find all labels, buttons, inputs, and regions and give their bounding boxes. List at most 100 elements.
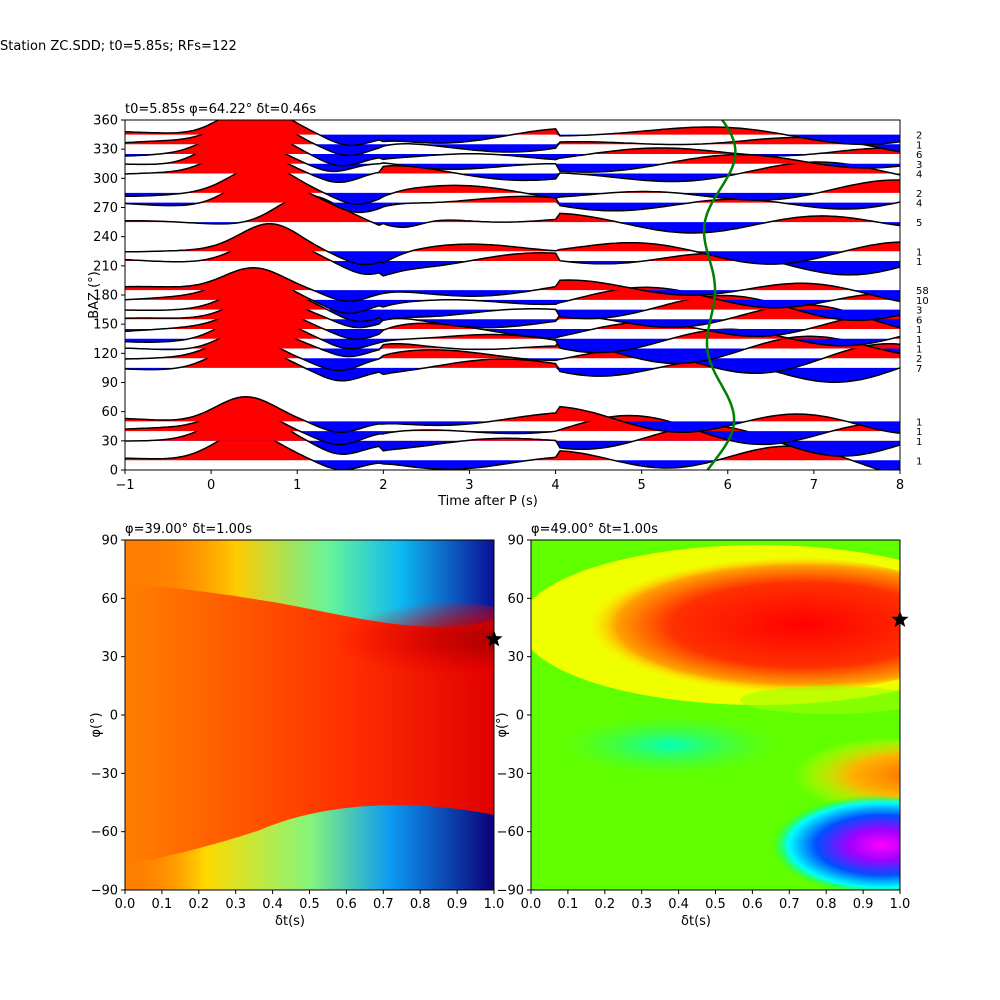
x-tick-label: 0.3 — [631, 897, 652, 912]
y-tick-label: −30 — [91, 767, 118, 782]
bottom-right-panel: φ=49.00° δt=1.00s 0.0 0.1 0.2 0.3 0.4 0.5 0.6 0… — [495, 522, 911, 929]
trace-count-label: 1 — [916, 344, 922, 355]
trace-negative-fill — [125, 144, 900, 156]
trace-line — [125, 194, 900, 234]
x-tick-label: 3 — [465, 478, 473, 493]
y-tick-label: 240 — [93, 230, 118, 245]
y-tick-label: 120 — [93, 347, 118, 362]
trace-positive-fill — [125, 120, 900, 135]
x-tick-label: 0.7 — [373, 897, 394, 912]
y-tick-label: 60 — [507, 592, 524, 607]
y-tick-label: −60 — [91, 825, 118, 840]
x-tick-label: 0.3 — [225, 897, 246, 912]
x-tick-label: 0.1 — [152, 897, 173, 912]
top-plot-area — [125, 120, 900, 470]
trace-count-label: 3 — [916, 160, 922, 171]
x-tick-label: 0.1 — [558, 897, 579, 912]
trace-count-label: 1 — [916, 456, 922, 467]
x-tick-label: 0.2 — [188, 897, 209, 912]
x-tick-label: 8 — [896, 478, 904, 493]
top-x-axis: −1 0 1 2 3 4 5 6 7 8 — [115, 470, 904, 493]
bottom-left-panel: φ=39.00° δt=1.00s 0.0 0.1 0.2 0.3 0.4 0.5 0.6 0… — [89, 522, 504, 929]
top-y-axis: 0 30 60 90 120 150 180 210 240 270 300 330 360 — [93, 114, 125, 479]
x-tick-label: −1 — [115, 478, 134, 493]
trace-count-label: 2 — [916, 189, 922, 200]
trace-negative-fill — [125, 260, 900, 276]
y-tick-label: 150 — [93, 318, 118, 333]
x-tick-label: 0.9 — [853, 897, 874, 912]
y-tick-label: 330 — [93, 143, 118, 158]
trace-line — [125, 395, 900, 435]
x-tick-label: 1.0 — [890, 897, 911, 912]
y-tick-label: 270 — [93, 201, 118, 216]
bottom-right-title: φ=49.00° δt=1.00s — [531, 522, 658, 537]
bottom-left-title: φ=39.00° δt=1.00s — [125, 522, 252, 537]
trace-negative-fill — [125, 431, 900, 445]
bottom-right-ylabel: φ(°) — [495, 712, 510, 737]
y-tick-label: −60 — [497, 825, 524, 840]
trace-negative-fill — [125, 134, 900, 146]
trace-positive-fill — [125, 267, 900, 291]
top-panel: t0=5.85s φ=64.22° δt=0.46s −1 0 1 2 3 4 5 6 7 8 0… — [87, 102, 929, 509]
x-tick-label: 0.4 — [262, 897, 283, 912]
top-title: t0=5.85s φ=64.22° δt=0.46s — [125, 102, 316, 117]
trace-count-label: 2 — [916, 354, 922, 365]
x-tick-label: 0.5 — [705, 897, 726, 912]
y-tick-label: −90 — [497, 884, 524, 899]
y-tick-label: −30 — [497, 767, 524, 782]
y-tick-label: 60 — [101, 405, 118, 420]
y-tick-label: 210 — [93, 259, 118, 274]
y-tick-label: 0 — [516, 709, 524, 724]
trace-count-label: 2 — [916, 131, 922, 142]
trace-negative-fill — [125, 222, 900, 233]
y-tick-label: 90 — [101, 534, 118, 549]
trace-count-label: 1 — [916, 427, 922, 438]
trace-line — [125, 120, 900, 157]
trace-negative-fill — [125, 421, 900, 434]
x-tick-label: 0.2 — [594, 897, 615, 912]
trace-negative-fill — [125, 251, 900, 265]
x-tick-label: 0.8 — [816, 897, 837, 912]
trace-count-label: 58 — [916, 286, 929, 297]
trace-positive-fill — [125, 164, 900, 193]
trace-positive-fill — [125, 282, 900, 310]
trace-positive-fill — [125, 313, 900, 339]
x-tick-label: 0.9 — [447, 897, 468, 912]
trace-negative-fill — [125, 319, 900, 328]
x-tick-label: 0.6 — [742, 897, 763, 912]
y-tick-label: 300 — [93, 172, 118, 187]
trace-negative-fill — [125, 163, 900, 173]
trace-negative-fill — [125, 440, 900, 456]
x-tick-label: 0.7 — [779, 897, 800, 912]
trace-line — [125, 120, 900, 147]
x-tick-label: 0.4 — [668, 897, 689, 912]
x-tick-label: 0.6 — [336, 897, 357, 912]
trace-count-label: 1 — [916, 325, 922, 336]
x-tick-label: 1 — [293, 478, 301, 493]
bottom-left-best-star — [485, 630, 503, 647]
x-tick-label: 2 — [379, 478, 387, 493]
moveout-curve — [702, 120, 737, 470]
y-tick-label: 30 — [507, 650, 524, 665]
trace-positive-fill — [125, 430, 900, 461]
y-tick-label: 0 — [110, 709, 118, 724]
trace-count-label: 1 — [916, 247, 922, 258]
bottom-left-heatmap — [125, 540, 494, 890]
bottom-left-xlabel: δt(s) — [275, 914, 305, 929]
bottom-right-xlabel: δt(s) — [681, 914, 711, 929]
trace-count-label: 3 — [916, 306, 922, 317]
trace-negative-fill — [125, 173, 900, 183]
y-tick-label: 60 — [101, 592, 118, 607]
trace-negative-fill — [125, 338, 900, 353]
bottom-right-best-star — [891, 610, 909, 627]
trace-count-label: 1 — [916, 437, 922, 448]
bottom-right-heatmap — [531, 540, 900, 890]
x-tick-label: 0 — [207, 478, 215, 493]
x-tick-label: 4 — [551, 478, 559, 493]
y-tick-label: −90 — [91, 884, 118, 899]
trace-negative-fill — [125, 290, 900, 302]
x-tick-label: 5 — [638, 478, 646, 493]
trace-count-label: 1 — [916, 140, 922, 151]
bottom-left-ylabel: φ(°) — [89, 712, 104, 737]
